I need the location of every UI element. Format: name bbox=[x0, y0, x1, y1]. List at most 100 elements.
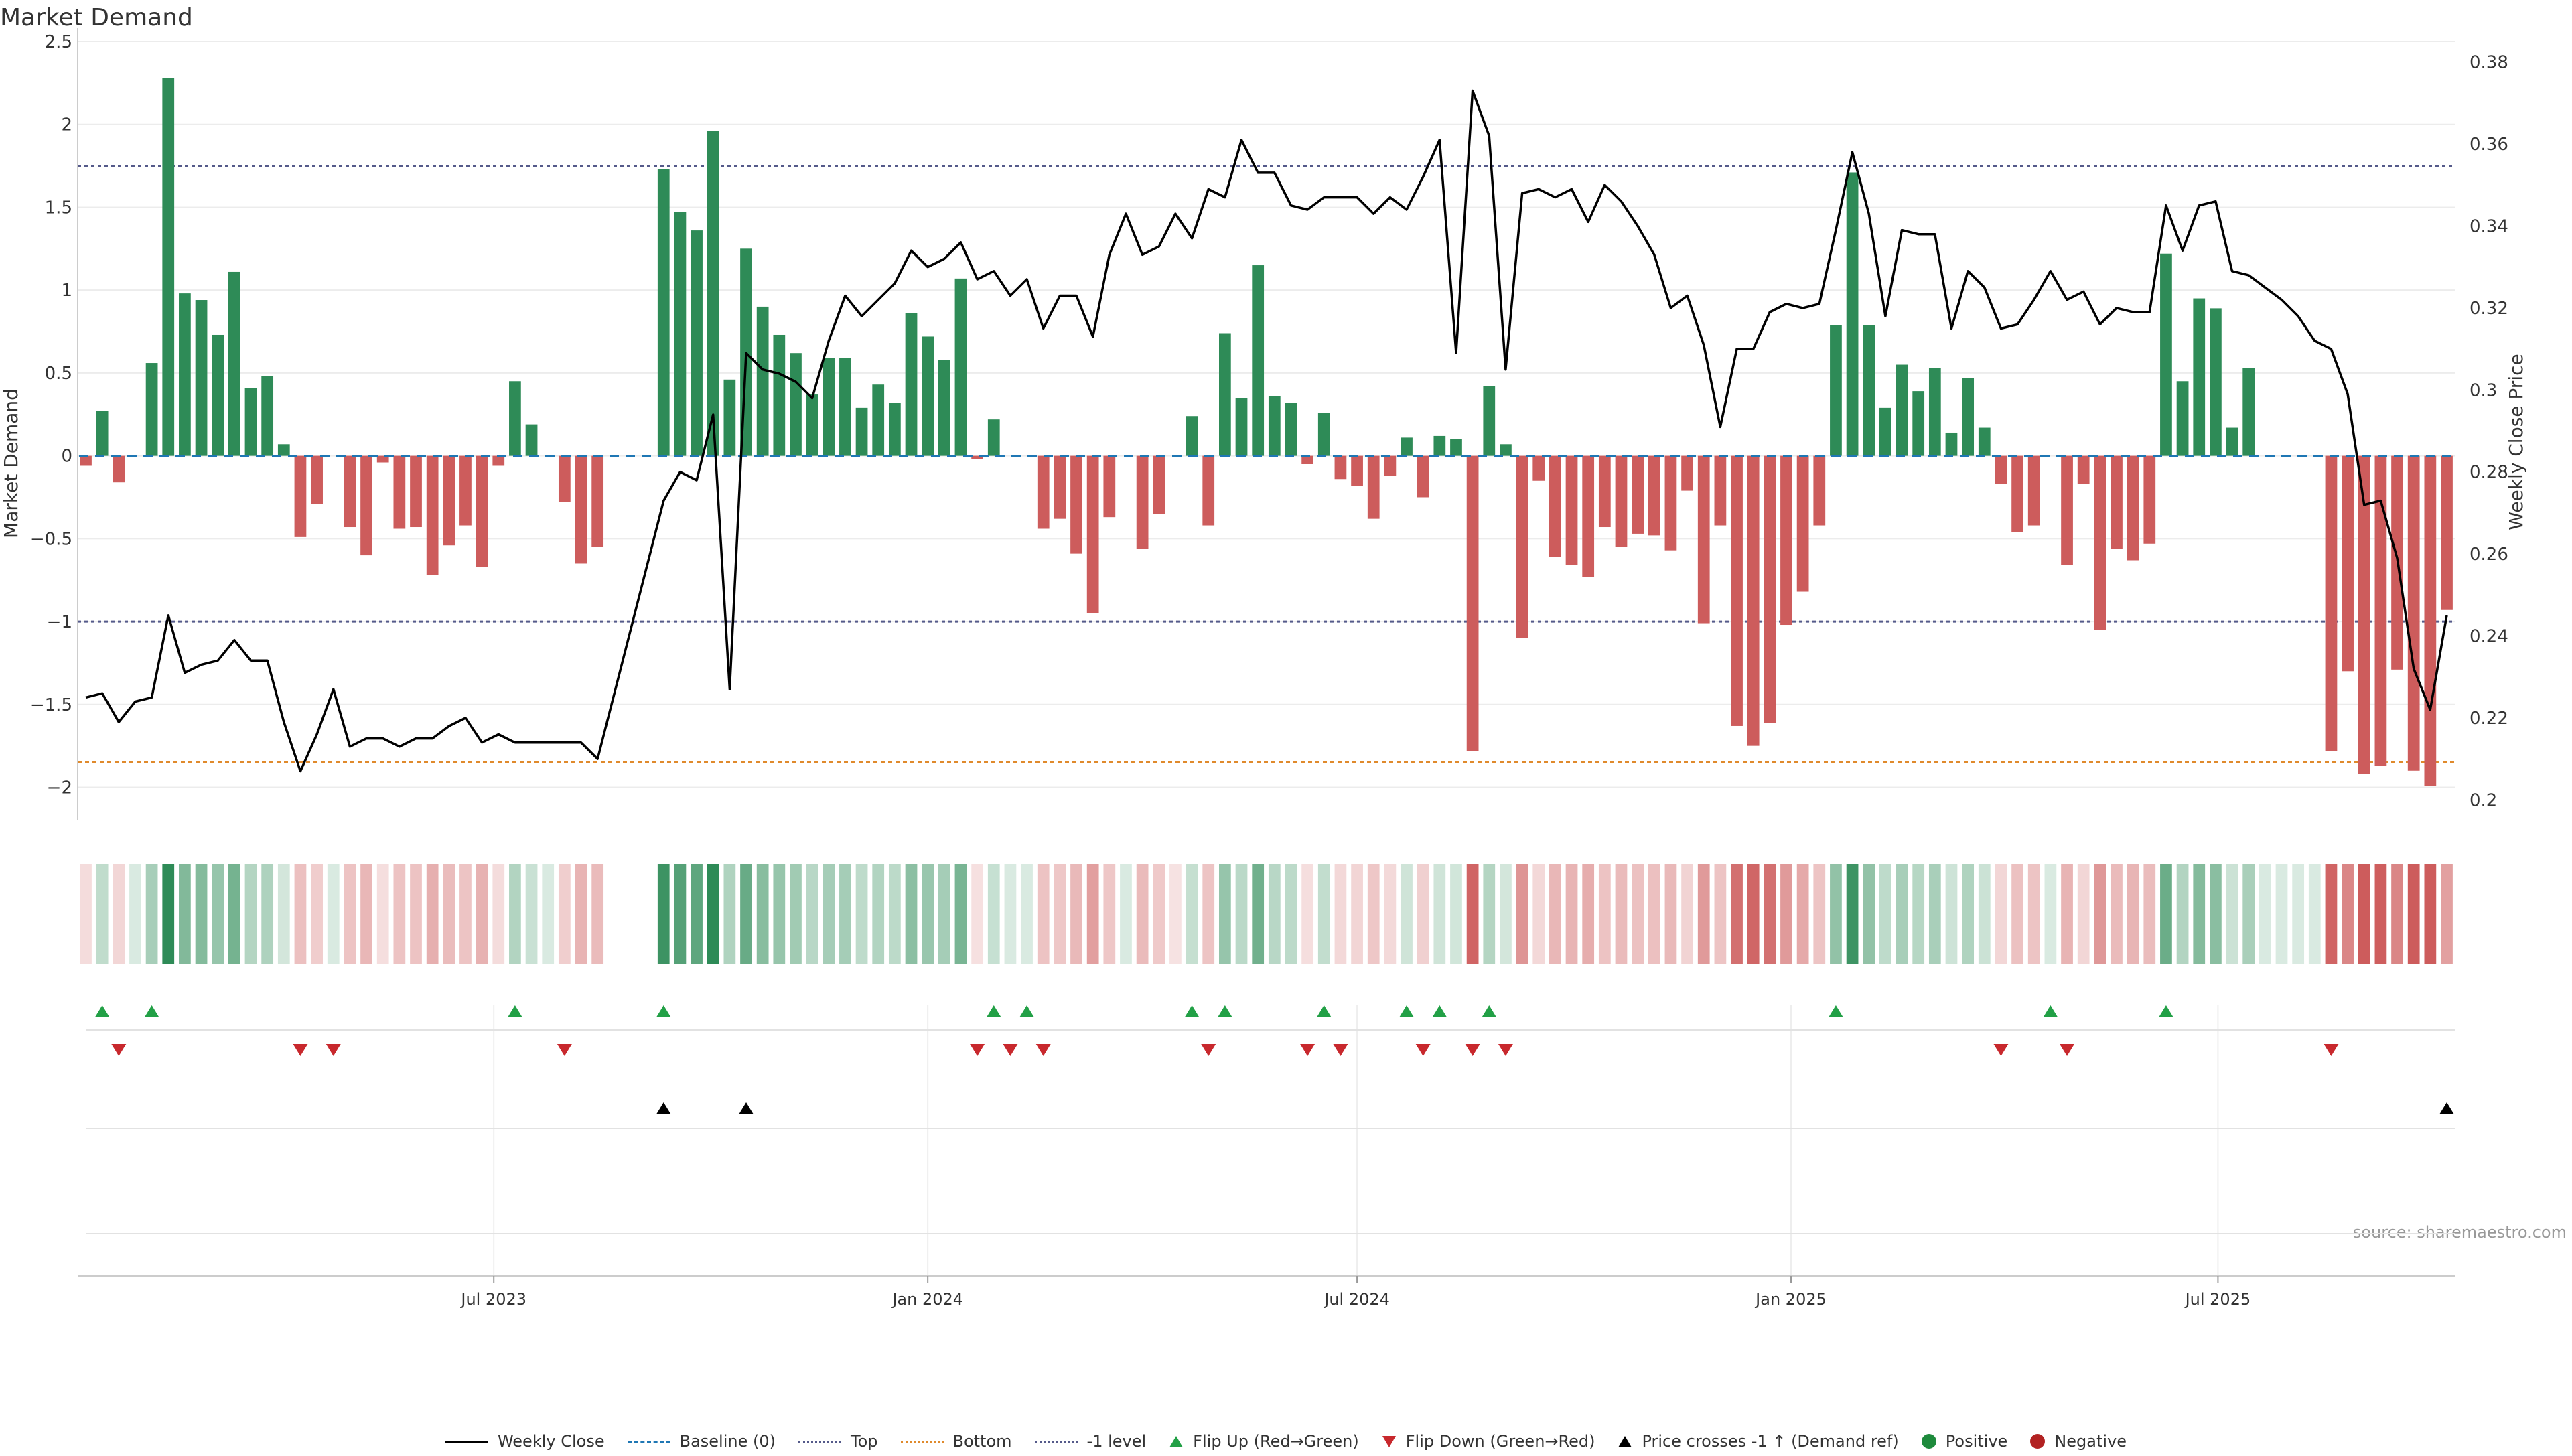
dotted-swatch-icon bbox=[900, 1434, 944, 1449]
demand-bar bbox=[1186, 416, 1198, 456]
demand-bar bbox=[839, 358, 851, 456]
flip-down-marker bbox=[1993, 1044, 2009, 1056]
demand-bar bbox=[1086, 455, 1099, 613]
y-tick-label: 2.5 bbox=[45, 32, 72, 52]
demand-bar bbox=[2127, 455, 2139, 561]
demand-strip-cell bbox=[1632, 864, 1644, 964]
demand-strip-cell bbox=[1317, 864, 1330, 964]
demand-strip-cell bbox=[839, 864, 851, 964]
demand-bar bbox=[2358, 455, 2370, 774]
demand-bar bbox=[2325, 455, 2338, 751]
flip-up-marker bbox=[94, 1005, 110, 1017]
demand-bar bbox=[806, 394, 818, 456]
flip-down-marker bbox=[2324, 1044, 2339, 1056]
demand-strip-cell bbox=[2077, 864, 2090, 964]
demand-strip-cell bbox=[1086, 864, 1099, 964]
demand-strip-cell bbox=[1863, 864, 1875, 964]
signal-rows bbox=[86, 1005, 2455, 1276]
demand-bar bbox=[575, 455, 587, 564]
demand-bar bbox=[1764, 455, 1776, 723]
demand-strip-cell bbox=[657, 864, 670, 964]
demand-strip-cell bbox=[2308, 864, 2321, 964]
demand-strip-cell bbox=[1978, 864, 1991, 964]
demand-bar bbox=[2424, 455, 2437, 786]
demand-bar bbox=[987, 419, 1000, 456]
legend-negative: Negative bbox=[2030, 1432, 2127, 1451]
demand-bar bbox=[1219, 333, 1231, 456]
demand-bar bbox=[80, 455, 92, 466]
demand-bar bbox=[1731, 455, 1743, 726]
demand-strip-cell bbox=[1532, 864, 1545, 964]
flip-down-marker bbox=[1333, 1044, 1348, 1056]
demand-strip-cell bbox=[1565, 864, 1578, 964]
demand-strip-cell bbox=[1896, 864, 1908, 964]
demand-strip-cell bbox=[2143, 864, 2156, 964]
demand-bar bbox=[1136, 455, 1149, 549]
legend-flip-up: Flip Up (Red→Green) bbox=[1169, 1432, 1359, 1451]
demand-strip-cell bbox=[525, 864, 538, 964]
legend-positive: Positive bbox=[1921, 1432, 2007, 1451]
triangle-down-icon bbox=[1382, 1434, 1397, 1449]
flip-down-marker bbox=[1300, 1044, 1315, 1056]
demand-strip-cell bbox=[1648, 864, 1660, 964]
legend-baseline: Baseline (0) bbox=[627, 1432, 776, 1451]
flip-down-marker bbox=[1201, 1044, 1216, 1056]
demand-bar bbox=[1103, 455, 1116, 518]
demand-bar bbox=[525, 424, 538, 456]
demand-bar bbox=[2111, 455, 2123, 549]
y2-tick-label: 0.22 bbox=[2470, 709, 2508, 729]
demand-strip-cell bbox=[1219, 864, 1231, 964]
demand-bar bbox=[195, 300, 208, 456]
demand-bar bbox=[773, 334, 786, 456]
legend-price-cross: Price crosses -1 ↑ (Demand ref) bbox=[1618, 1432, 1899, 1451]
demand-bar bbox=[1945, 432, 1958, 456]
flip-up-marker bbox=[1399, 1005, 1415, 1017]
demand-bar bbox=[790, 353, 802, 456]
demand-bar bbox=[1846, 172, 1859, 456]
demand-bar bbox=[145, 363, 158, 456]
demand-bar bbox=[311, 455, 323, 504]
demand-strip-cell bbox=[1615, 864, 1628, 964]
demand-strip-cell bbox=[80, 864, 92, 964]
y2-tick-label: 0.36 bbox=[2470, 135, 2508, 155]
demand-bar bbox=[691, 230, 703, 456]
demand-bar bbox=[1483, 386, 1496, 456]
demand-bar bbox=[2193, 298, 2206, 456]
demand-bar bbox=[971, 455, 983, 459]
demand-strip-cell bbox=[492, 864, 505, 964]
demand-strip-cell bbox=[2027, 864, 2040, 964]
demand-strip-cell bbox=[1120, 864, 1132, 964]
demand-bar bbox=[707, 131, 719, 456]
demand-bar bbox=[2027, 455, 2040, 526]
price-cross-marker bbox=[2439, 1102, 2454, 1114]
demand-strip-cell bbox=[691, 864, 703, 964]
triangle-up-icon bbox=[1169, 1434, 1184, 1449]
y2-tick-label: 0.24 bbox=[2470, 627, 2508, 647]
demand-strip-cell bbox=[1912, 864, 1925, 964]
flip-up-marker bbox=[1432, 1005, 1447, 1017]
y-tick-label: 0 bbox=[61, 447, 72, 467]
demand-bar bbox=[2374, 455, 2387, 766]
flip-up-marker bbox=[507, 1005, 522, 1017]
demand-strip-cell bbox=[1731, 864, 1743, 964]
demand-bar bbox=[2407, 455, 2420, 771]
demand-bar bbox=[756, 306, 769, 456]
demand-strip-cell bbox=[2358, 864, 2370, 964]
demand-strip-cell bbox=[707, 864, 719, 964]
price-cross-marker bbox=[656, 1102, 671, 1114]
demand-bar bbox=[1664, 455, 1677, 551]
demand-bar bbox=[591, 455, 604, 547]
x-tick-label: Jan 2025 bbox=[1754, 1290, 1827, 1309]
demand-strip-cell bbox=[1334, 864, 1347, 964]
demand-strip-cell bbox=[360, 864, 372, 964]
demand-bar bbox=[1896, 364, 1908, 456]
demand-strip-cell bbox=[542, 864, 555, 964]
demand-strip-cell bbox=[2226, 864, 2238, 964]
demand-strip-cell bbox=[311, 864, 323, 964]
demand-bar bbox=[1780, 455, 1792, 626]
demand-strip-cell bbox=[971, 864, 983, 964]
demand-bar bbox=[393, 455, 406, 529]
flip-up-marker bbox=[1316, 1005, 1332, 1017]
demand-bar bbox=[2210, 308, 2222, 456]
demand-bar bbox=[1317, 413, 1330, 456]
